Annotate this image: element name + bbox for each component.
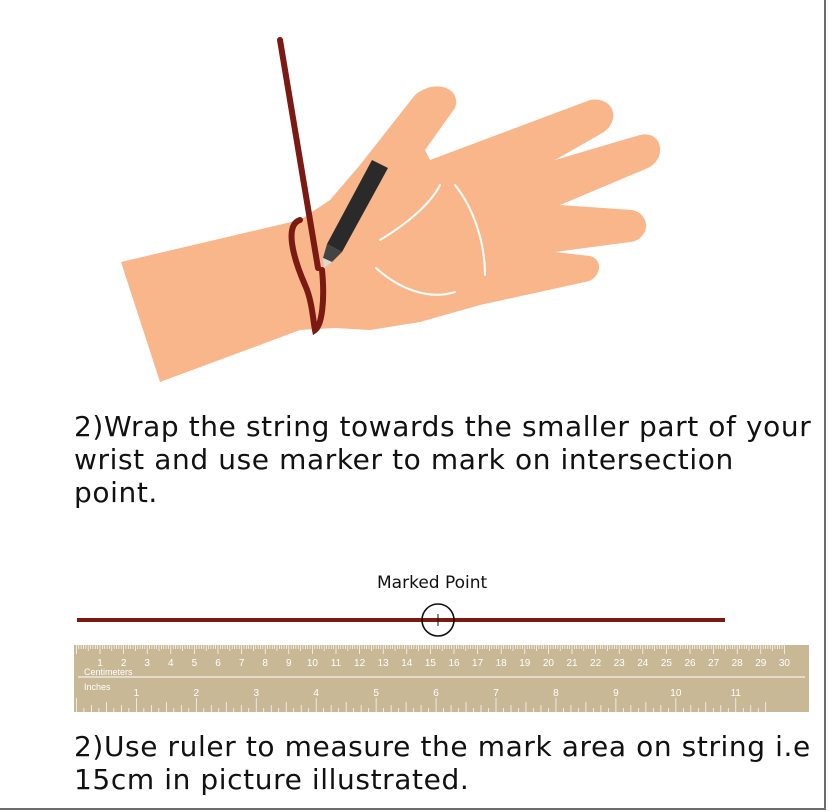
hand-illustration [121,37,661,382]
palm-line [379,184,441,241]
cm-label: 20 [543,658,555,669]
cm-label: 4 [168,658,174,669]
cm-label: 30 [779,658,791,669]
cm-label: 24 [637,658,649,669]
cm-label: 18 [496,658,508,669]
cm-label: 29 [755,658,767,669]
cm-label: 11 [331,658,342,669]
cm-label: 6 [215,658,221,669]
cm-label: 27 [708,658,720,669]
ruler: 1 2 3 4 5 6 7 8 9 10 11 12 13 14 15 16 17 18 19 20 21 22 23 24 2… [74,645,809,712]
string-loop [288,217,327,336]
cm-label: 23 [614,658,626,669]
palm-line [454,184,486,276]
inch-label: 8 [553,688,559,699]
cm-label: 8 [262,658,268,669]
inch-label: 10 [670,688,682,699]
cm-label: 16 [448,658,460,669]
inch-label: 7 [493,688,499,699]
instruction-wrap: 2)Wrap the string towards the smaller pa… [74,410,812,509]
inch-label: 5 [373,688,379,699]
inch-label: 4 [313,688,319,699]
cm-label: 15 [425,658,437,669]
inch-label: 6 [433,688,439,699]
instruction-measure: 2)Use ruler to measure the mark area on … [74,730,811,796]
inch-label: 3 [253,688,259,699]
inch-label: 11 [731,688,742,699]
inch-unit-label: Inches [84,682,111,692]
cm-label: 12 [354,658,366,669]
marked-point-label: Marked Point [377,573,488,593]
cm-label: 26 [684,658,696,669]
cm-unit-label: Centimeters [84,667,133,677]
cm-label: 1 [97,658,103,669]
cm-label: 21 [566,658,578,669]
ruler-body [74,645,809,712]
cm-label: 10 [307,658,319,669]
cm-label: 19 [519,658,531,669]
marker-icon [323,160,388,268]
cm-label: 25 [661,658,673,669]
cm-label: 22 [590,658,602,669]
cm-label: 17 [472,658,484,669]
cm-label: 7 [239,658,245,669]
cm-label: 9 [286,658,292,669]
cm-label: 2 [121,658,127,669]
cm-label: 14 [401,658,413,669]
cm-label: 5 [192,658,198,669]
string-line-illustration [77,603,725,637]
marked-point-circle [421,603,455,637]
cm-label: 13 [378,658,390,669]
cm-label: 3 [144,658,150,669]
cm-label: 28 [732,658,744,669]
inch-label: 2 [194,688,200,699]
palm-line [375,267,456,296]
string [277,37,321,271]
inch-label: 1 [134,688,140,699]
inch-label: 9 [613,688,619,699]
